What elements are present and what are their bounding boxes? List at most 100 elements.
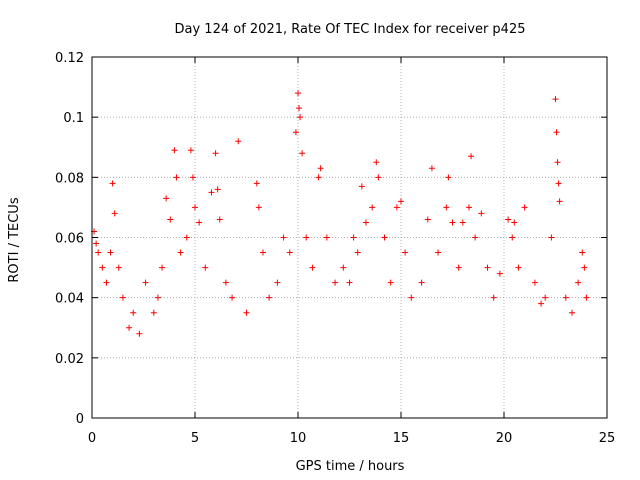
data-point <box>309 264 316 271</box>
data-point <box>214 186 221 193</box>
data-point <box>299 150 306 157</box>
y-tick-label: 0.06 <box>55 232 84 247</box>
data-point <box>369 204 376 211</box>
y-axis-label: ROTI / TECUs <box>7 197 22 282</box>
data-point <box>373 159 380 166</box>
data-point <box>177 249 184 256</box>
data-point <box>362 219 369 226</box>
data-point <box>119 294 126 301</box>
data-point <box>346 279 353 286</box>
data-point <box>515 264 522 271</box>
data-point <box>317 165 324 172</box>
data-point <box>555 180 562 187</box>
data-point <box>187 147 194 154</box>
data-point <box>171 147 178 154</box>
data-point <box>150 309 157 316</box>
x-tick-label: 10 <box>290 431 307 446</box>
data-point <box>235 138 242 145</box>
y-tick-label: 0 <box>76 412 84 427</box>
data-point <box>455 264 462 271</box>
data-point <box>350 234 357 241</box>
data-point <box>381 234 388 241</box>
data-point <box>449 219 456 226</box>
data-point <box>163 195 170 202</box>
data-point <box>435 249 442 256</box>
data-point <box>340 264 347 271</box>
data-point <box>548 234 555 241</box>
data-point <box>130 309 137 316</box>
data-points <box>91 90 590 337</box>
data-point <box>286 249 293 256</box>
data-point <box>393 204 400 211</box>
data-point <box>109 180 116 187</box>
data-point <box>443 204 450 211</box>
data-point <box>496 270 503 277</box>
data-point <box>465 204 472 211</box>
data-point <box>408 294 415 301</box>
data-point <box>297 114 304 121</box>
data-point <box>484 264 491 271</box>
data-point <box>111 210 118 217</box>
data-point <box>126 324 133 331</box>
data-point <box>142 279 149 286</box>
data-point <box>581 264 588 271</box>
data-point <box>95 249 102 256</box>
data-point <box>323 234 330 241</box>
data-point <box>107 249 114 256</box>
data-point <box>521 204 528 211</box>
data-point <box>295 90 301 97</box>
data-point <box>99 264 106 271</box>
x-tick-label: 25 <box>599 431 616 446</box>
x-tick-label: 0 <box>88 431 96 446</box>
data-point <box>280 234 287 241</box>
data-point <box>255 204 262 211</box>
data-point <box>531 279 538 286</box>
x-tick-labels: 0 5 10 15 20 25 <box>88 431 615 446</box>
data-point <box>93 240 100 247</box>
data-point <box>229 294 236 301</box>
data-point <box>189 174 196 181</box>
chart-title: Day 124 of 2021, Rate Of TEC Index for r… <box>175 22 526 37</box>
data-point <box>509 234 516 241</box>
data-point <box>196 219 203 226</box>
data-point <box>398 198 404 205</box>
axis-ticks <box>91 56 608 419</box>
data-point <box>103 279 110 286</box>
data-point <box>472 234 479 241</box>
x-axis-label: GPS time / hours <box>296 459 405 474</box>
data-point <box>332 279 339 286</box>
data-point <box>468 153 475 160</box>
data-point <box>296 105 303 112</box>
data-point <box>259 249 266 256</box>
y-tick-labels: 0 0.02 0.04 0.06 0.08 0.1 0.12 <box>55 51 84 427</box>
grid-lines <box>92 57 607 418</box>
data-point <box>568 309 575 316</box>
y-tick-label: 0.04 <box>55 292 84 307</box>
data-point <box>292 129 299 136</box>
data-point <box>222 279 229 286</box>
data-point <box>243 309 250 316</box>
data-point <box>202 264 209 271</box>
data-point <box>154 294 161 301</box>
data-point <box>418 279 425 286</box>
data-point <box>402 249 409 256</box>
x-tick-label: 5 <box>191 431 199 446</box>
data-point <box>552 96 559 103</box>
data-point <box>216 216 223 223</box>
data-point <box>538 300 545 307</box>
data-point <box>303 234 310 241</box>
y-tick-label: 0.1 <box>63 111 84 126</box>
data-point <box>274 279 281 286</box>
data-point <box>505 216 512 223</box>
data-point <box>387 279 394 286</box>
x-tick-label: 20 <box>496 431 513 446</box>
y-tick-label: 0.08 <box>55 171 84 186</box>
data-point <box>478 210 485 217</box>
data-point <box>253 180 260 187</box>
data-point <box>375 174 382 181</box>
data-point <box>583 294 590 301</box>
data-point <box>575 279 582 286</box>
data-point <box>208 189 215 196</box>
data-point <box>511 219 518 226</box>
data-point <box>159 264 166 271</box>
